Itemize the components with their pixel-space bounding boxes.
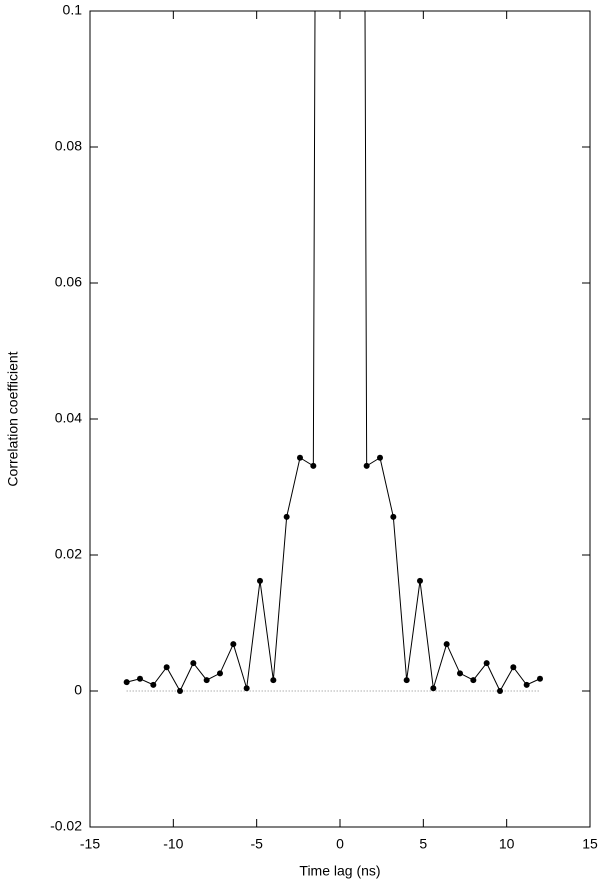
x-tick-label: -5: [250, 836, 263, 852]
data-point: [510, 664, 517, 671]
y-tick-label: 0.1: [63, 2, 83, 18]
data-point: [310, 462, 317, 469]
x-tick-label: 5: [419, 836, 427, 852]
data-point: [390, 513, 397, 520]
y-tick-label: 0.08: [55, 138, 82, 154]
data-point: [363, 462, 370, 469]
data-point: [123, 679, 130, 686]
plot-frame: [89, 10, 591, 828]
y-axis-label: Correlation coefficient: [5, 351, 21, 486]
data-point: [257, 577, 263, 584]
x-tick-label: 10: [499, 836, 515, 852]
data-point: [417, 577, 423, 584]
y-tick-label: 0: [74, 682, 82, 698]
data-point: [270, 677, 277, 684]
data-point: [537, 675, 543, 682]
y-tick-label: 0.02: [55, 546, 82, 562]
data-point: [430, 685, 437, 692]
data-point: [190, 660, 197, 667]
data-point: [403, 677, 410, 684]
x-tick-label: 15: [582, 836, 598, 852]
data-point: [483, 660, 490, 667]
data-point: [203, 677, 210, 684]
data-point: [470, 677, 477, 684]
data-point: [217, 670, 223, 677]
data-point: [150, 681, 157, 688]
x-tick-label: 0: [336, 836, 344, 852]
data-point: [523, 681, 530, 688]
y-tick-label: -0.02: [50, 818, 82, 834]
data-point: [283, 513, 290, 520]
x-tick-label: -15: [80, 836, 100, 852]
data-point: [137, 675, 143, 682]
plot-area: [123, 11, 543, 694]
data-point: [497, 688, 503, 694]
data-point: [163, 664, 170, 671]
y-tick-label: 0.04: [55, 410, 82, 426]
data-point: [177, 688, 183, 694]
series-line: [126, 11, 541, 693]
data-point: [377, 454, 383, 461]
data-point: [457, 670, 463, 677]
data-point: [243, 685, 250, 692]
data-point: [230, 641, 237, 648]
data-point: [443, 641, 450, 648]
y-tick-label: 0.06: [55, 274, 82, 290]
x-tick-label: -10: [163, 836, 183, 852]
data-point: [297, 454, 303, 461]
x-axis-label: Time lag (ns): [299, 863, 380, 879]
